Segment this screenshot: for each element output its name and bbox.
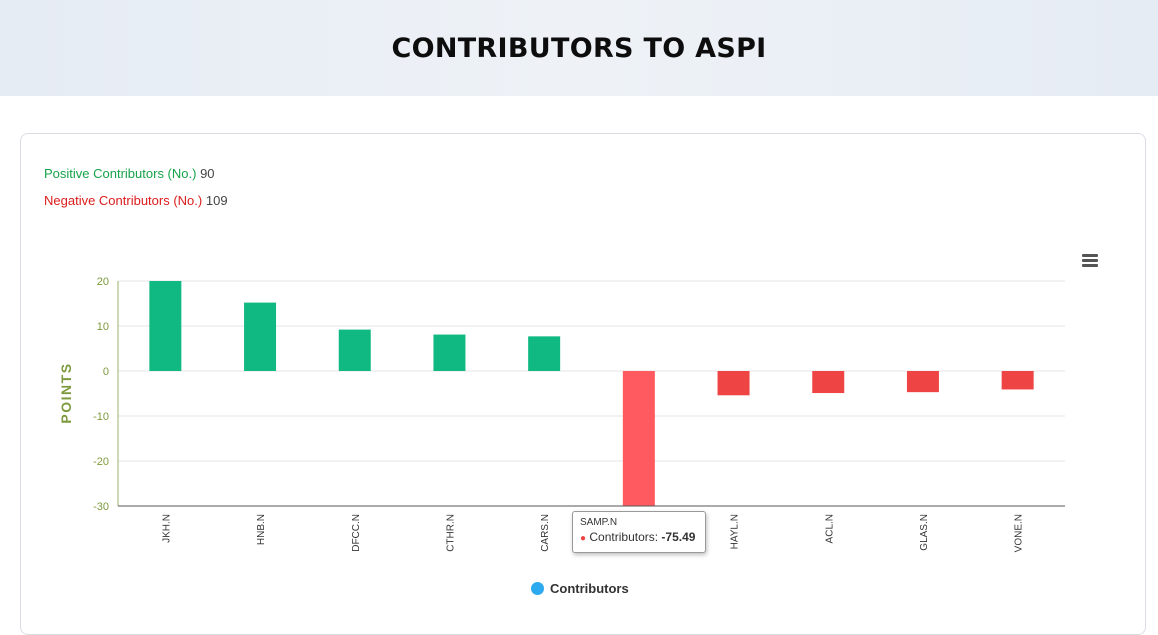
tooltip-category: SAMP.N [580,517,618,528]
negative-contributors-label: Negative Contributors (No.) [44,193,203,208]
chart-card: Positive Contributors (No.) 90 Negative … [20,133,1146,635]
legend-dot-icon [531,582,544,595]
tooltip-value: -75.49 [661,530,696,544]
page-header: CONTRIBUTORS TO ASPI [0,0,1158,96]
legend-label: Contributors [550,581,629,596]
negative-contributors-stat: Negative Contributors (No.) 109 [44,193,228,208]
tooltip-dot-icon: ● [580,533,587,544]
positive-contributors-stat: Positive Contributors (No.) 90 [44,166,215,181]
negative-contributors-value: 109 [205,193,228,208]
tooltip-series-label: Contributors: [589,530,662,544]
page-title: CONTRIBUTORS TO ASPI [391,32,767,64]
positive-contributors-label: Positive Contributors (No.) [44,166,197,181]
chart-legend-item[interactable]: Contributors [531,581,629,596]
chart-menu-icon[interactable] [1082,254,1098,269]
positive-contributors-value: 90 [200,166,215,181]
chart-tooltip: SAMP.N ● Contributors: -75.49 [572,511,706,553]
tooltip-row: ● Contributors: -75.49 [580,530,698,544]
